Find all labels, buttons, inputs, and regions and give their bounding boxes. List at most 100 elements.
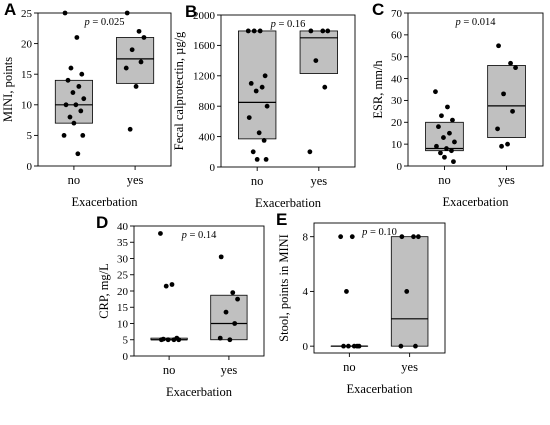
data-point-no [67,114,73,120]
data-point-no [65,77,71,83]
x-axis-title: Exacerbation [347,382,414,396]
box-yes [390,236,429,347]
data-point-yes [307,149,313,155]
y-tick-label: 5 [27,130,33,142]
y-tick-label: 20 [117,286,129,298]
panel-letter: B [185,2,197,21]
data-point-no [158,337,164,343]
data-point-yes [496,43,501,49]
data-point-no [71,120,77,126]
data-point-no [165,337,171,343]
data-point-yes [505,141,510,147]
y-tick-label: 50 [391,52,403,64]
box-no [425,121,464,152]
data-point-no [163,283,169,289]
data-point-yes [399,234,405,240]
data-point-no [452,139,457,145]
data-point-no [445,104,450,110]
data-point-no [76,84,82,89]
x-tick-label-no: no [68,173,81,187]
data-point-yes [513,65,518,71]
data-point-no [253,88,259,94]
data-point-yes [129,47,135,53]
data-point-yes [218,254,224,260]
data-point-no [449,148,454,154]
x-axis-title: Exacerbation [166,385,233,399]
data-point-no [262,73,268,79]
x-axis-title: Exacerbation [72,195,139,209]
data-point-yes [501,91,506,97]
data-point-no [176,337,182,343]
y-tick-label: 10 [391,139,403,151]
y-axis-title: Stool, points in MINI [277,234,291,342]
data-point-no [254,157,260,162]
y-tick-label: 0 [123,351,129,363]
data-point-no [442,154,447,160]
y-axis-title: Fecal calprotectin, µg/g [172,31,186,150]
data-point-no [259,84,265,90]
data-point-no [439,113,444,119]
data-point-no [158,231,163,236]
data-point-no [73,102,79,108]
data-point-no [351,343,357,349]
data-point-yes [230,290,236,296]
x-tick-label-yes: yes [127,173,144,187]
data-point-yes [138,59,144,65]
data-point-no [75,151,81,157]
data-point-no [63,102,69,108]
data-point-no [78,108,84,114]
x-tick-label-yes: yes [221,363,238,377]
y-tick-label: 10 [117,318,129,330]
data-point-yes [322,84,328,90]
box-no [54,79,93,124]
data-point-yes [398,343,404,349]
data-point-yes [325,28,331,34]
x-axis-title: Exacerbation [443,195,510,209]
data-point-no [263,157,269,162]
data-point-no [257,28,263,34]
y-tick-label: 0 [210,162,216,174]
y-tick-label: 1200 [193,71,216,83]
data-point-no [256,130,262,136]
data-point-yes [320,28,326,34]
data-point-yes [223,309,229,315]
data-point-yes [227,337,233,343]
y-tick-label: 20 [391,117,403,129]
y-tick-label: 1600 [193,40,216,52]
p-symbol: p [83,17,89,28]
data-point-no [79,71,85,77]
data-point-no [436,124,441,130]
y-tick-label: 400 [199,131,216,143]
y-tick-label: 8 [303,231,309,243]
data-point-no [246,115,252,120]
p-symbol: p [361,227,367,238]
data-point-no [444,146,449,151]
data-point-yes [232,321,238,326]
box-yes [116,37,155,84]
data-point-no [61,133,67,138]
y-tick-label: 2000 [193,10,216,22]
y-axis-title: CRP, mg/L [97,263,111,319]
data-point-no [250,149,256,155]
data-point-no [447,130,452,136]
p-value-label: p = 0.16 [270,19,306,30]
x-tick-label-yes: yes [498,173,515,187]
data-point-no [74,35,80,40]
panel-d: 0 5 10 15 20 25 30 35 40 no yes Exacerbation CRP, mg… [96,213,265,399]
y-tick-label: 4 [303,286,309,298]
data-point-yes [415,234,421,240]
panel-letter: D [96,213,108,232]
p-value-label: p = 0.025 [83,17,124,28]
plot-frame [220,14,356,168]
x-tick-label-no: no [438,173,451,187]
y-tick-label: 35 [117,237,129,249]
y-tick-label: 15 [117,302,129,314]
data-point-yes [123,65,129,71]
data-point-no [434,143,439,149]
y-tick-label: 60 [391,30,403,42]
data-point-no [70,90,76,95]
y-tick-label: 30 [117,253,129,265]
data-point-yes [510,108,515,114]
p-value: = 0.16 [276,19,306,30]
